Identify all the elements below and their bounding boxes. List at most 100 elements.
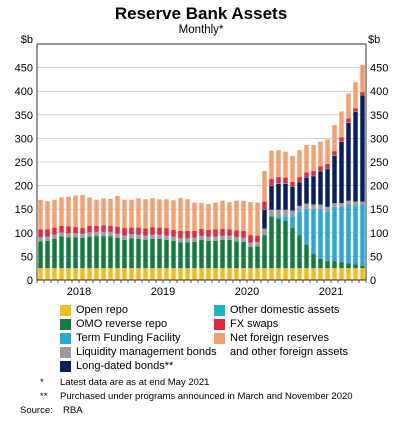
bar-segment-open-repo bbox=[101, 268, 106, 280]
bar-segment-open-repo bbox=[192, 268, 197, 280]
bar-segment-open-repo bbox=[59, 268, 64, 280]
bar-segment-omo-reverse-repo bbox=[213, 240, 218, 269]
bar-segment-liquidity-management-bonds bbox=[101, 232, 106, 237]
legend-label-omo-reverse-repo: OMO reverse repo bbox=[76, 318, 168, 330]
bar-segment-net-foreign-reserves-and-other-foreign-assets bbox=[101, 198, 106, 226]
footnote-2-mark: ** bbox=[40, 391, 48, 402]
bar-segment-net-foreign-reserves-and-other-foreign-assets bbox=[185, 199, 190, 231]
bar-segment-omo-reverse-repo bbox=[346, 263, 351, 269]
legend-swatch-other-domestic-assets bbox=[214, 305, 225, 316]
bar-segment-long-dated-bonds bbox=[290, 187, 295, 211]
bar-segment-open-repo bbox=[290, 268, 295, 280]
bar-segment-open-repo bbox=[255, 268, 260, 280]
bar-segment-open-repo bbox=[297, 268, 302, 280]
bar-segment-net-foreign-reserves-and-other-foreign-assets bbox=[108, 198, 113, 226]
bar-segment-open-repo bbox=[220, 268, 225, 280]
bar-segment-omo-reverse-repo bbox=[283, 221, 288, 269]
bar-segment-omo-reverse-repo bbox=[80, 237, 85, 269]
bar-segment-liquidity-management-bonds bbox=[122, 236, 127, 240]
bar-segment-liquidity-management-bonds bbox=[178, 238, 183, 243]
bar-segment-term-funding-facility bbox=[297, 211, 302, 236]
bar-segment-net-foreign-reserves-and-other-foreign-assets bbox=[318, 141, 323, 167]
bar-segment-fx-swaps bbox=[45, 229, 50, 237]
footnote-2-text: Purchased under programs announced in Ma… bbox=[60, 391, 353, 402]
bar-segment-fx-swaps bbox=[192, 230, 197, 238]
bar-segment-liquidity-management-bonds bbox=[38, 237, 43, 242]
bar-segment-net-foreign-reserves-and-other-foreign-assets bbox=[304, 145, 309, 173]
bar-segment-omo-reverse-repo bbox=[276, 218, 281, 269]
bar-segment-open-repo bbox=[52, 268, 57, 280]
bar-segment-net-foreign-reserves-and-other-foreign-assets bbox=[38, 199, 43, 230]
bar-segment-open-repo bbox=[185, 268, 190, 280]
bar-segment-open-repo bbox=[304, 268, 309, 280]
bar-segment-fx-swaps bbox=[52, 227, 57, 235]
bar-segment-fx-swaps bbox=[234, 230, 239, 238]
bar-segment-liquidity-management-bonds bbox=[234, 237, 239, 242]
bar-segment-fx-swaps bbox=[332, 151, 337, 156]
bar-segment-net-foreign-reserves-and-other-foreign-assets bbox=[178, 197, 183, 231]
bar-segment-liquidity-management-bonds bbox=[220, 236, 225, 240]
bar-segment-fx-swaps bbox=[199, 229, 204, 236]
bar-segment-omo-reverse-repo bbox=[122, 239, 127, 269]
x-year-label: 2020 bbox=[235, 286, 259, 298]
bar-segment-open-repo bbox=[199, 268, 204, 280]
bar-segment-omo-reverse-repo bbox=[248, 246, 253, 269]
bar-segment-fx-swaps bbox=[255, 235, 260, 243]
bar-segment-open-repo bbox=[311, 268, 316, 280]
bar-segment-liquidity-management-bonds bbox=[157, 235, 162, 239]
bar-segment-open-repo bbox=[157, 268, 162, 280]
y-tick-label-right: 300 bbox=[370, 133, 388, 145]
bar-segment-omo-reverse-repo bbox=[206, 240, 211, 269]
bar-segment-term-funding-facility bbox=[353, 205, 358, 265]
bar-segment-fx-swaps bbox=[178, 230, 183, 238]
bar-segment-liquidity-management-bonds bbox=[213, 237, 218, 241]
bar-segment-omo-reverse-repo bbox=[157, 238, 162, 269]
bar-segment-liquidity-management-bonds bbox=[346, 200, 351, 205]
bar-segment-liquidity-management-bonds bbox=[290, 210, 295, 217]
bar-segment-liquidity-management-bonds bbox=[297, 205, 302, 212]
bar-segment-net-foreign-reserves-and-other-foreign-assets bbox=[52, 199, 57, 228]
bar-segment-net-foreign-reserves-and-other-foreign-assets bbox=[346, 93, 351, 119]
bar-segment-liquidity-management-bonds bbox=[115, 234, 120, 238]
bar-segment-liquidity-management-bonds bbox=[45, 237, 50, 241]
bar-segment-fx-swaps bbox=[241, 230, 246, 238]
bar-segment-liquidity-management-bonds bbox=[360, 201, 365, 205]
bar-segment-open-repo bbox=[136, 268, 141, 280]
y-tick-label-right: 250 bbox=[370, 157, 388, 169]
bar-segment-net-foreign-reserves-and-other-foreign-assets bbox=[234, 200, 239, 231]
bar-segment-omo-reverse-repo bbox=[59, 236, 64, 269]
bar-segment-fx-swaps bbox=[325, 163, 330, 169]
bar-segment-open-repo bbox=[234, 268, 239, 280]
bar-segment-omo-reverse-repo bbox=[108, 236, 113, 269]
bar-segment-open-repo bbox=[227, 268, 232, 280]
bar-segment-long-dated-bonds bbox=[353, 111, 358, 202]
bar-segment-term-funding-facility bbox=[311, 209, 316, 255]
bar-segment-net-foreign-reserves-and-other-foreign-assets bbox=[276, 150, 281, 178]
bar-segment-long-dated-bonds bbox=[276, 183, 281, 210]
bar-segment-omo-reverse-repo bbox=[164, 239, 169, 269]
chart-title: Reserve Bank Assets bbox=[115, 4, 287, 23]
y-tick-label-right: 200 bbox=[370, 181, 388, 193]
bar-segment-term-funding-facility bbox=[346, 204, 351, 264]
bar-segment-omo-reverse-repo bbox=[45, 240, 50, 269]
bar-segment-open-repo bbox=[94, 268, 99, 280]
bar-segment-fx-swaps bbox=[150, 227, 155, 235]
bar-segment-omo-reverse-repo bbox=[255, 246, 260, 269]
bar-segment-open-repo bbox=[269, 268, 274, 280]
bar-segment-open-repo bbox=[150, 268, 155, 280]
y-tick-label-right: 0 bbox=[370, 275, 376, 287]
bar-segment-open-repo bbox=[346, 268, 351, 280]
source-line: Source: RBA bbox=[20, 404, 83, 418]
bar-segment-term-funding-facility bbox=[318, 209, 323, 259]
bar-segment-term-funding-facility bbox=[332, 206, 337, 262]
bar-segment-open-repo bbox=[80, 268, 85, 280]
bar-segment-liquidity-management-bonds bbox=[150, 235, 155, 239]
bar-segment-open-repo bbox=[241, 268, 246, 280]
bar-segment-liquidity-management-bonds bbox=[311, 204, 316, 210]
x-year-label: 2021 bbox=[319, 286, 343, 298]
bar-segment-net-foreign-reserves-and-other-foreign-assets bbox=[115, 195, 120, 227]
bar-segment-liquidity-management-bonds bbox=[73, 233, 78, 238]
bar-segment-fx-swaps bbox=[164, 228, 169, 236]
bar-segment-net-foreign-reserves-and-other-foreign-assets bbox=[45, 201, 50, 230]
chart: Reserve Bank Assets Monthly* 0 0 50 50 100 10… bbox=[15, 4, 389, 298]
